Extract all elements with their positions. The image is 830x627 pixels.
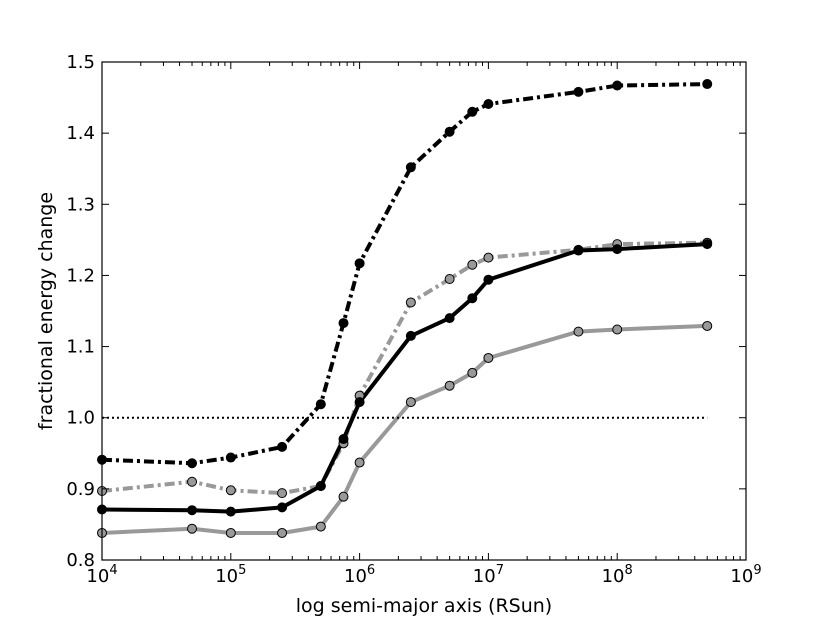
data-point-black-dashdot bbox=[573, 86, 584, 97]
data-point-black-dashdot bbox=[277, 441, 288, 452]
series-line-gray-solid bbox=[101, 323, 708, 535]
y-tick-label: 1.2 bbox=[66, 265, 95, 286]
x-tick-label: 108 bbox=[602, 563, 633, 587]
marker-layer bbox=[97, 79, 713, 538]
data-point-gray-dashdot bbox=[277, 488, 288, 499]
data-point-black-dashdot bbox=[483, 98, 494, 109]
data-point-gray-solid bbox=[444, 380, 455, 391]
y-tick-label: 1.1 bbox=[66, 337, 95, 358]
series-line-black-dashdot bbox=[101, 82, 708, 466]
data-point-black-dashdot bbox=[225, 452, 236, 463]
y-tick-label: 1.5 bbox=[66, 52, 95, 73]
data-point-black-solid bbox=[405, 330, 416, 341]
data-point-gray-solid bbox=[405, 397, 416, 408]
data-point-gray-solid bbox=[277, 527, 288, 538]
data-point-gray-solid bbox=[483, 352, 494, 363]
data-point-black-solid bbox=[225, 506, 236, 517]
data-point-black-dashdot bbox=[315, 399, 326, 410]
data-point-gray-solid bbox=[573, 326, 584, 337]
data-point-black-dashdot bbox=[187, 458, 198, 469]
y-axis-label: fractional energy change bbox=[35, 192, 57, 430]
data-point-black-solid bbox=[612, 244, 623, 255]
data-point-gray-dashdot bbox=[187, 476, 198, 487]
series-line-gray-dashdot bbox=[101, 240, 708, 496]
data-point-gray-dashdot bbox=[225, 485, 236, 496]
x-tick-label: 104 bbox=[86, 563, 117, 587]
data-point-black-solid bbox=[315, 481, 326, 492]
data-point-black-solid bbox=[483, 274, 494, 285]
x-tick-label: 106 bbox=[344, 563, 375, 587]
data-point-black-solid bbox=[338, 434, 349, 445]
x-tick-label: 107 bbox=[473, 563, 504, 587]
data-point-black-solid bbox=[467, 293, 478, 304]
tick-layer: 0.8 0.9 1.0 1.1 1.2 1.3 1.4 1.5 104 105 106 107 108 1… bbox=[66, 52, 761, 587]
x-tick-label: 109 bbox=[730, 563, 761, 587]
y-tick-label: 1.4 bbox=[66, 123, 95, 144]
data-point-gray-solid bbox=[187, 523, 198, 534]
data-point-gray-solid bbox=[612, 324, 623, 335]
data-point-black-dashdot bbox=[354, 258, 365, 269]
data-point-black-solid bbox=[573, 245, 584, 256]
data-point-gray-dashdot bbox=[405, 297, 416, 308]
series-line-black-solid bbox=[101, 242, 708, 514]
y-tick-label: 0.9 bbox=[66, 479, 95, 500]
data-point-gray-solid bbox=[354, 457, 365, 468]
data-point-gray-solid bbox=[338, 491, 349, 502]
y-tick-label: 0.8 bbox=[66, 550, 95, 571]
data-point-black-dashdot bbox=[338, 318, 349, 329]
data-point-black-dashdot bbox=[405, 162, 416, 173]
x-axis-label: log semi-major axis (RSun) bbox=[296, 595, 552, 617]
y-tick-label: 1.0 bbox=[66, 408, 95, 429]
data-point-gray-solid bbox=[702, 320, 713, 331]
data-point-gray-solid bbox=[225, 527, 236, 538]
data-point-black-dashdot bbox=[702, 79, 713, 90]
data-point-gray-solid bbox=[315, 521, 326, 532]
data-point-gray-dashdot bbox=[483, 252, 494, 263]
series-layer bbox=[101, 82, 708, 535]
data-point-black-dashdot bbox=[467, 106, 478, 117]
plot-frame bbox=[101, 61, 747, 561]
y-tick-label: 1.3 bbox=[66, 194, 95, 215]
x-tick-label: 105 bbox=[215, 563, 246, 587]
data-point-gray-dashdot bbox=[444, 273, 455, 284]
data-point-black-solid bbox=[444, 313, 455, 324]
data-point-black-solid bbox=[187, 505, 198, 516]
data-point-black-dashdot bbox=[612, 80, 623, 91]
data-point-black-solid bbox=[702, 239, 713, 250]
data-point-gray-dashdot bbox=[467, 259, 478, 270]
data-point-gray-solid bbox=[467, 367, 478, 378]
data-point-black-solid bbox=[277, 502, 288, 513]
data-point-black-dashdot bbox=[444, 126, 455, 137]
data-point-black-solid bbox=[354, 397, 365, 408]
